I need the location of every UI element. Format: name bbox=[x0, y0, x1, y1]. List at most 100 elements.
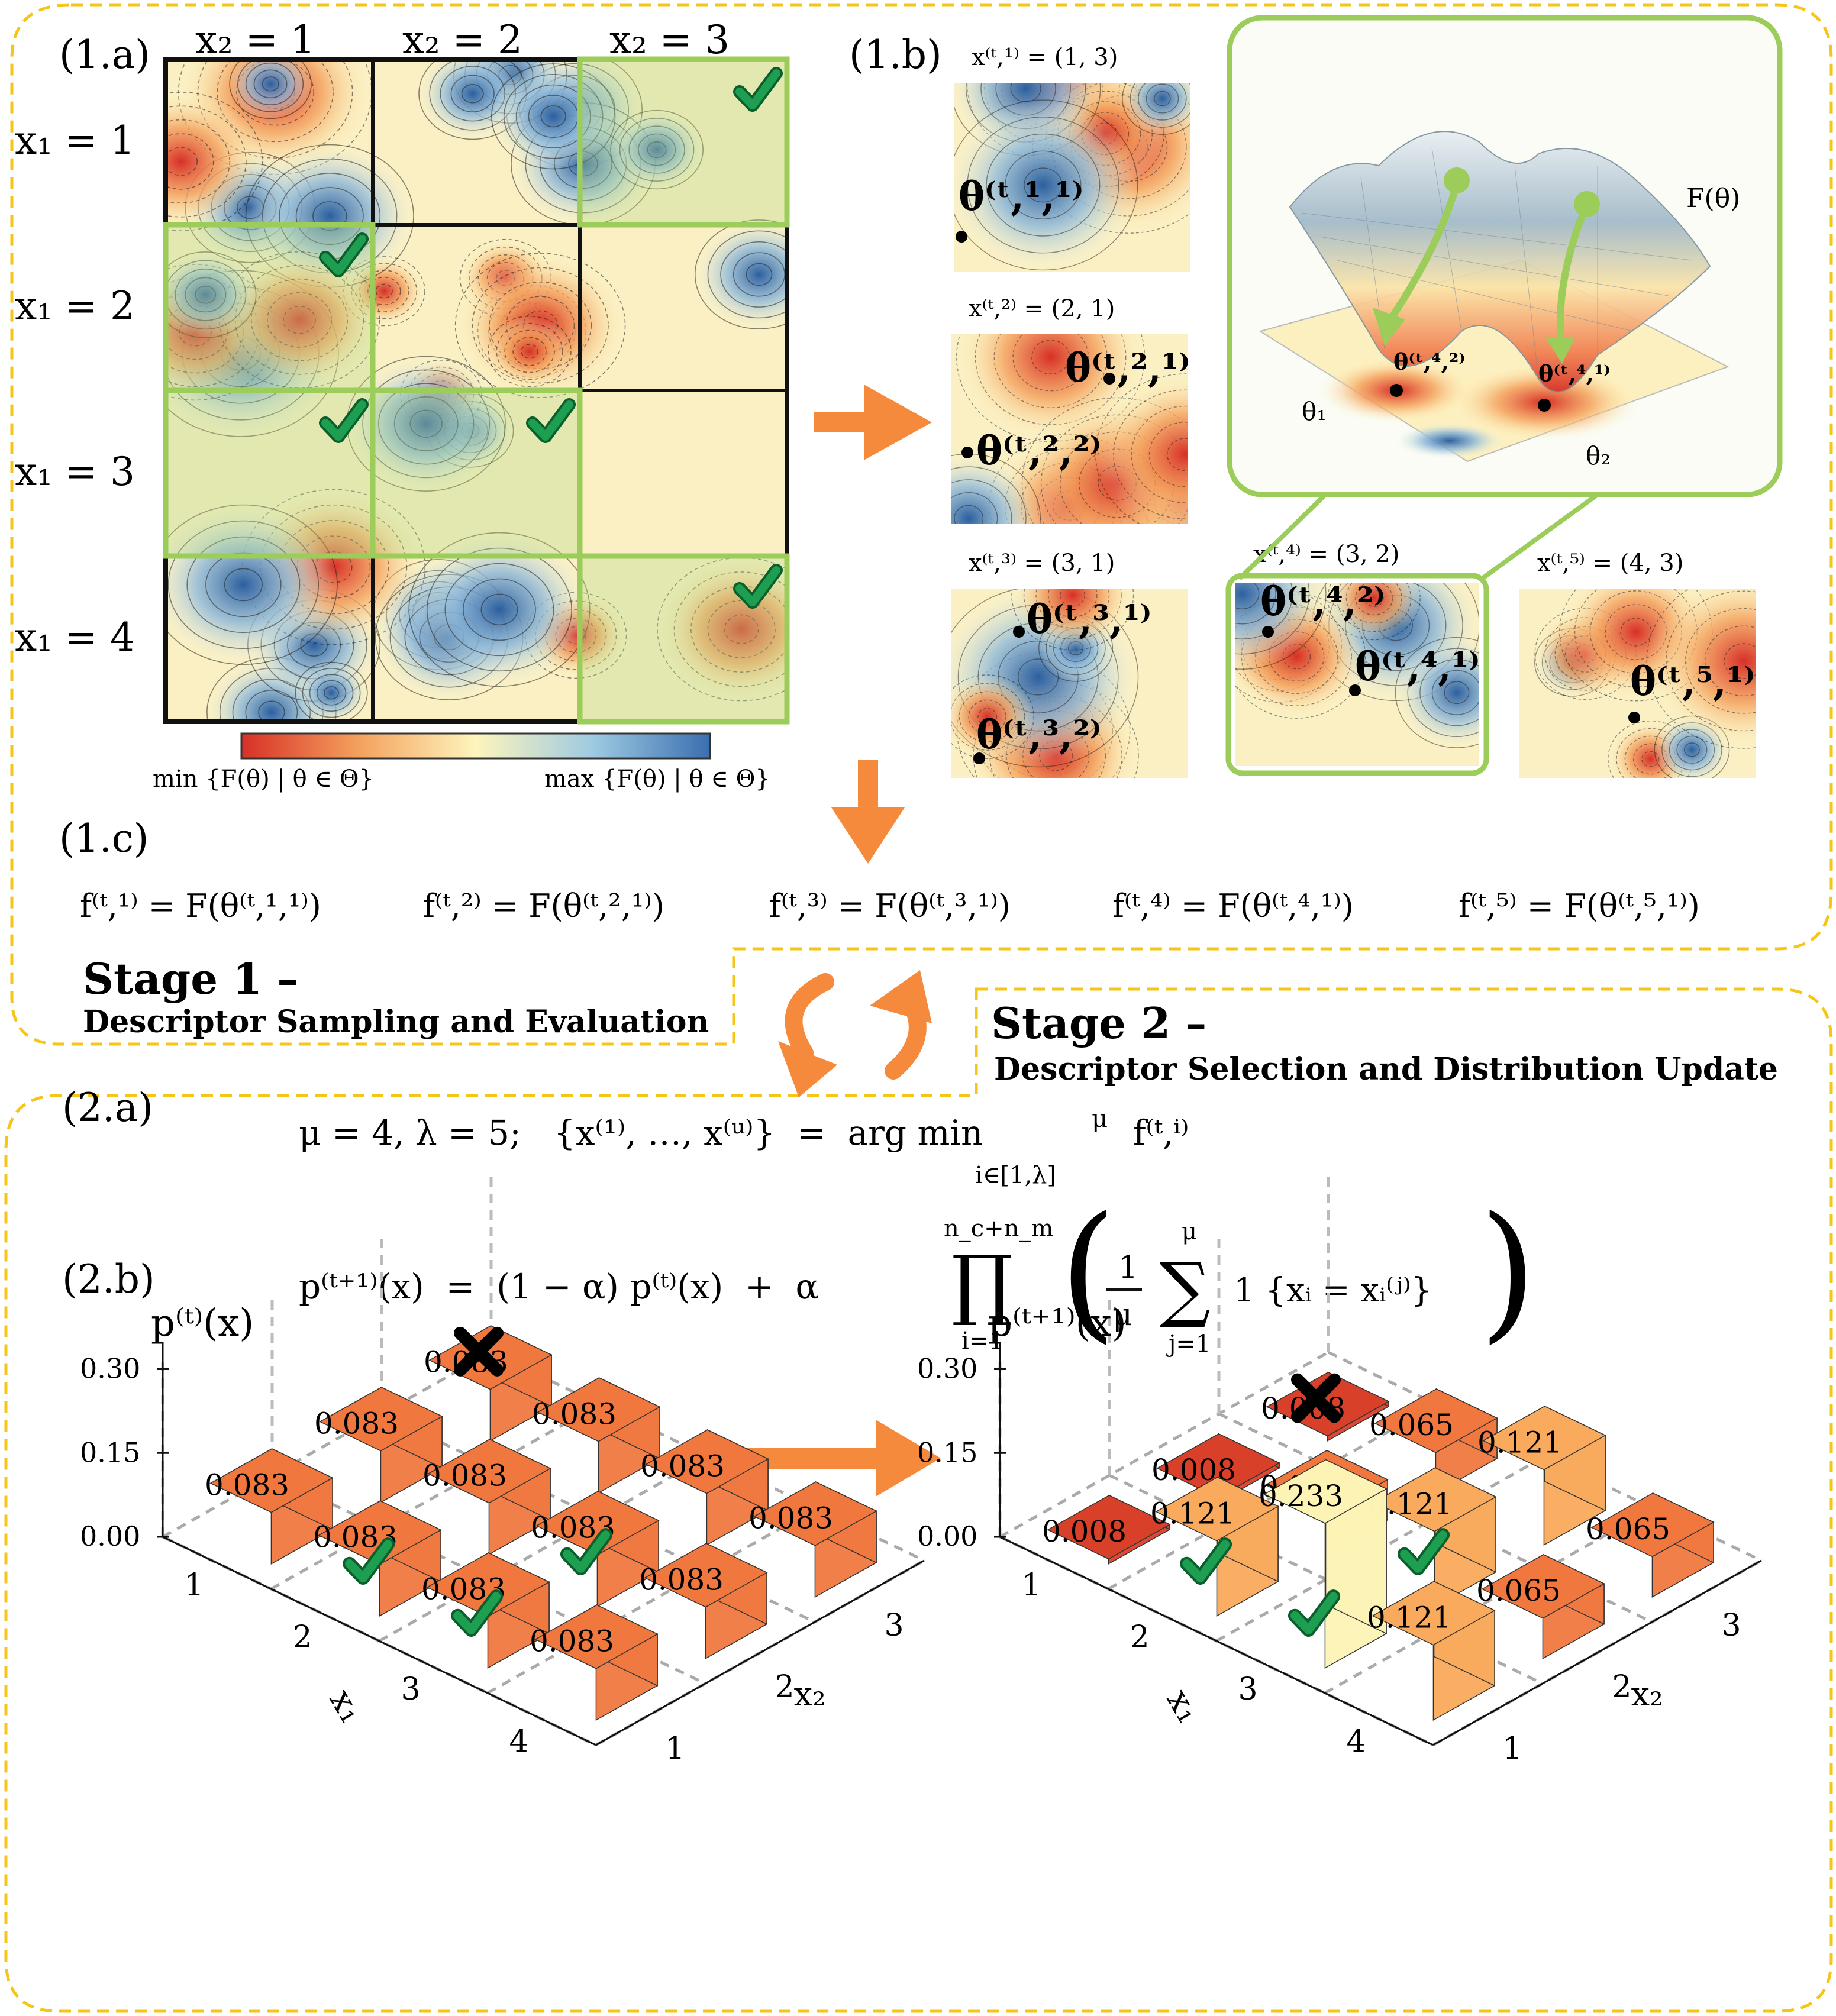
bar-value-label: 0.065 bbox=[1586, 1512, 1670, 1546]
bar: 0.083 bbox=[421, 1552, 550, 1669]
row-label: x₁ = 4 bbox=[15, 615, 135, 660]
bar: 0.121 bbox=[1367, 1580, 1496, 1721]
stage1-title: Stage 1 – bbox=[83, 954, 298, 1004]
bar-top bbox=[318, 1500, 442, 1565]
contour-line bbox=[1235, 583, 1276, 625]
bar: 0.121 bbox=[1150, 1476, 1279, 1617]
theta-label: θ⁽ᵗ,⁵,¹⁾ bbox=[1630, 658, 1756, 705]
contour-line bbox=[245, 62, 296, 105]
contour-line bbox=[166, 133, 214, 190]
label-2a: (2.a) bbox=[62, 1085, 153, 1130]
contour-line bbox=[504, 329, 555, 373]
theta-point bbox=[961, 447, 973, 458]
contour-line bbox=[638, 133, 676, 166]
x1-tick-label: 4 bbox=[1347, 1724, 1366, 1759]
contour-line bbox=[186, 536, 301, 634]
eq-1c: f⁽ᵗ,⁵⁾ = F(θ⁽ᵗ,⁵,¹⁾) bbox=[1459, 887, 1700, 925]
contour-line bbox=[234, 264, 364, 375]
contour-line bbox=[1011, 589, 1134, 651]
sample-field bbox=[1519, 589, 1756, 778]
contour-line bbox=[1327, 583, 1421, 641]
bar-value-label: 0.083 bbox=[640, 1449, 725, 1483]
cycle-arrowhead-down bbox=[778, 1041, 837, 1097]
check-icon bbox=[1179, 1537, 1232, 1585]
theta-label: θ⁽ᵗ,³,¹⁾ bbox=[1027, 596, 1152, 642]
stage2-subtitle: Descriptor Selection and Distribution Up… bbox=[994, 1051, 1778, 1087]
contour-line bbox=[491, 63, 616, 170]
surface-axis-2: θ₂ bbox=[1586, 441, 1611, 470]
sample-panel: x⁽ᵗ,⁵⁾ = (4, 3) θ⁽ᵗ,⁵,¹⁾ bbox=[1519, 550, 1756, 778]
contour-line bbox=[951, 674, 1034, 759]
bar-value-label: 0.065 bbox=[1369, 1408, 1454, 1442]
contour-line bbox=[408, 532, 591, 687]
check-icon bbox=[733, 67, 783, 112]
contour-line bbox=[1676, 735, 1708, 764]
contour-line bbox=[1337, 583, 1412, 632]
contour-line bbox=[512, 337, 547, 366]
eq-2b-prod: ∏ bbox=[951, 1239, 1012, 1329]
bar-value-label: 0.083 bbox=[532, 1397, 617, 1431]
surface-axis-1: θ₁ bbox=[1302, 397, 1327, 426]
bar: 0.083 bbox=[532, 1377, 661, 1494]
contour-line bbox=[166, 105, 247, 218]
contour-line bbox=[166, 251, 257, 338]
contour-line bbox=[167, 520, 320, 650]
contour-line bbox=[515, 84, 591, 148]
bar-top bbox=[1372, 1581, 1496, 1646]
bar: 0.065 bbox=[1369, 1388, 1498, 1494]
contour-line bbox=[393, 396, 459, 451]
row-label: x₁ = 3 bbox=[15, 449, 135, 495]
contour-line bbox=[1113, 389, 1188, 519]
bar-value-label: 0.121 bbox=[1150, 1496, 1235, 1530]
stage2-border bbox=[4, 987, 1833, 2013]
x2-axis-label: x₂ bbox=[1631, 1675, 1663, 1714]
contour-line bbox=[1444, 681, 1470, 705]
field-cold-spot bbox=[230, 59, 312, 119]
theta-point bbox=[1262, 626, 1274, 638]
contour-line bbox=[951, 466, 1027, 524]
base-grid-line bbox=[270, 1403, 601, 1591]
bar: 0.065 bbox=[1476, 1553, 1605, 1660]
selected-cell bbox=[163, 222, 376, 393]
contour-line bbox=[1235, 583, 1310, 655]
contour-line bbox=[1146, 83, 1179, 114]
eq-2a-sup: μ bbox=[1092, 1104, 1108, 1133]
x2-tick-label: 2 bbox=[1612, 1669, 1632, 1705]
bar-value-label: 0.083 bbox=[530, 1624, 614, 1658]
bar-top bbox=[753, 1481, 877, 1546]
contour-line bbox=[260, 504, 408, 630]
contour-line bbox=[1364, 589, 1384, 608]
cross-icon bbox=[1290, 1373, 1341, 1423]
bar-top bbox=[645, 1429, 769, 1494]
eq-2b-lhs: p⁽ᵗ⁺¹⁾(x) = (1 − α) p⁽ᵗ⁾(x) + α bbox=[299, 1267, 819, 1307]
contour-line bbox=[959, 691, 1016, 742]
bar-value-label: 0.083 bbox=[422, 1458, 507, 1492]
bar-top bbox=[427, 1439, 551, 1504]
contour-line bbox=[707, 600, 776, 658]
check-icon bbox=[342, 1537, 395, 1585]
contour-line bbox=[1069, 101, 1141, 166]
field-cold-spot bbox=[166, 505, 337, 665]
contour-line bbox=[993, 334, 1108, 408]
eq-2a-sub: i∈[1,λ] bbox=[975, 1162, 1056, 1189]
contour-line bbox=[454, 253, 626, 398]
base-grid-line bbox=[378, 1455, 709, 1643]
contour-line bbox=[1023, 589, 1122, 639]
contour-line bbox=[1006, 710, 1106, 778]
stage2-title: Stage 2 – bbox=[991, 998, 1206, 1048]
x2-axis-label: x₂ bbox=[794, 1675, 826, 1714]
contour-line bbox=[1407, 648, 1479, 737]
contour-line bbox=[266, 292, 332, 348]
bar: 0.083 bbox=[748, 1481, 877, 1598]
theta-point bbox=[973, 752, 985, 764]
contour-line bbox=[521, 344, 538, 359]
contour-line bbox=[1235, 594, 1366, 719]
row-label: x₁ = 1 bbox=[15, 118, 135, 163]
contour-line bbox=[488, 315, 572, 387]
colorbar bbox=[240, 732, 711, 760]
bar: 0.083 bbox=[314, 1386, 443, 1504]
base-grid-line bbox=[999, 1351, 1330, 1539]
bar: 0.121 bbox=[1477, 1405, 1606, 1546]
contour-line bbox=[258, 700, 285, 722]
